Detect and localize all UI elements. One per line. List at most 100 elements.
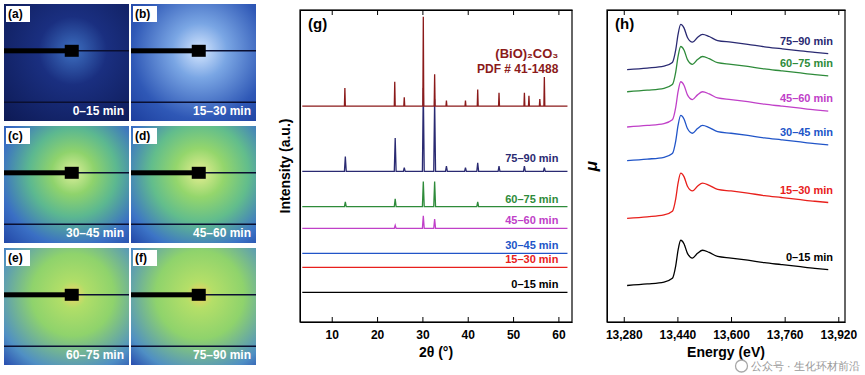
series-label: 45–60 min [780,92,833,104]
plot-frame [300,10,572,322]
watermark-icon [736,360,748,372]
x-axis-top [608,10,846,15]
plot-area [302,17,567,292]
x-tick-mark [513,317,514,322]
x-tick: 13,600 [713,317,750,342]
series-line [302,17,567,106]
x-tick-top [677,10,678,15]
panel-label: (c) [8,129,23,143]
x-tick-mark [838,317,839,322]
watermark: 公众号 · 生化环材前沿 [751,360,861,373]
series-label: 75–90 min [780,35,833,47]
scattering-halo [4,126,129,243]
x-tick-top [785,10,786,15]
x-tick-mark [377,10,378,15]
series-label: 30–45 min [780,126,833,138]
beamstop [192,45,206,57]
x-tick-mark [422,317,423,322]
beamstop-arm [4,170,67,175]
detector-gap [4,346,129,347]
image-panel [131,126,256,243]
x-tick-mark [624,317,625,322]
x-tick: 30 [416,317,430,342]
panel-time: 75–90 min [193,348,251,362]
x-tick-mark [468,10,469,15]
x-tick: 50 [507,317,521,342]
series-label: 60–75 min [780,57,833,69]
image-panel [4,126,129,243]
x-tick: 20 [371,317,385,342]
beamstop-arm [131,292,194,297]
series-line [302,267,567,268]
series-label: 0–15 min [511,278,558,290]
panel-label: (b) [135,7,150,21]
panel-time: 15–30 min [193,104,251,118]
x-tick-label: 50 [507,328,521,342]
x-tick-mark [677,317,678,322]
scattering-halo [4,248,129,365]
x-tick-label: 30 [416,328,430,342]
x-tick: 13,920 [820,317,857,342]
scattering-halo [4,4,129,121]
x-tick-mark [468,317,469,322]
x-axis-top-line [608,10,846,11]
detector-gap [131,102,256,103]
image-panels: (a)0–15 min(b)15–30 min(c)30–45 min(d)45… [0,0,297,375]
panel-label-box [6,128,30,144]
panel-time: 30–45 min [66,226,124,240]
x-axis-line [301,322,573,323]
x-tick-label: 13,600 [713,328,750,342]
panel-title: (h) [615,15,634,32]
image-panel [4,248,129,365]
x-tick-label: 10 [326,328,340,342]
x-tick-mark [513,10,514,15]
detector-gap [4,102,129,103]
x-tick-mark [838,10,839,15]
x-tick-top [513,10,514,15]
beamstop [192,289,206,301]
panel-title: (g) [308,15,327,32]
series-label: 15–30 min [780,184,833,196]
x-tick-label: 13,760 [767,328,804,342]
x-tick-mark [558,10,559,15]
x-tick-mark [785,10,786,15]
detector-gap [4,224,129,225]
x-tick-mark [785,317,786,322]
series-label: 60–75 min [505,193,558,205]
x-tick-mark [731,10,732,15]
series-label: 45–60 min [505,214,558,226]
series-label: 30–45 min [505,239,558,251]
series-line [627,47,828,92]
x-tick-mark [677,10,678,15]
x-tick-mark [422,10,423,15]
x-axis: 102030405060 [301,317,573,342]
y-axis-title: Intensity (a.u.) [277,119,293,214]
x-tick-mark [332,317,333,322]
series-line [627,240,828,285]
beamstop [65,289,79,301]
x-tick: 13,760 [767,317,804,342]
x-axis-title: 2θ (°) [419,344,453,360]
x-axis-top-line [301,10,573,11]
series-label: (BiO)₂CO₃ [495,46,558,61]
scattering-halo [131,126,256,243]
plot-frame [607,10,845,322]
x-tick-top [838,10,839,15]
panel-time: 0–15 min [73,104,124,118]
image-panel [131,4,256,121]
x-tick: 10 [326,317,340,342]
beamstop [65,45,79,57]
x-axis: 13,28013,44013,60013,76013,920 [606,317,858,342]
x-axis-line [608,322,846,323]
x-tick-label: 13,440 [660,328,697,342]
series-line [302,292,567,293]
beamstop-arm [131,170,194,175]
scattering-halo [131,248,256,365]
x-tick: 13,440 [660,317,697,342]
chart: 102030405060(g)2θ (°)Intensity (a.u.)0–1… [277,10,573,360]
series-label: 75–90 min [505,152,558,164]
beamstop-arm [4,292,67,297]
chart: 13,28013,44013,60013,76013,920(h)Energy … [582,10,857,360]
y-axis [300,11,301,323]
beamstop [65,167,79,179]
